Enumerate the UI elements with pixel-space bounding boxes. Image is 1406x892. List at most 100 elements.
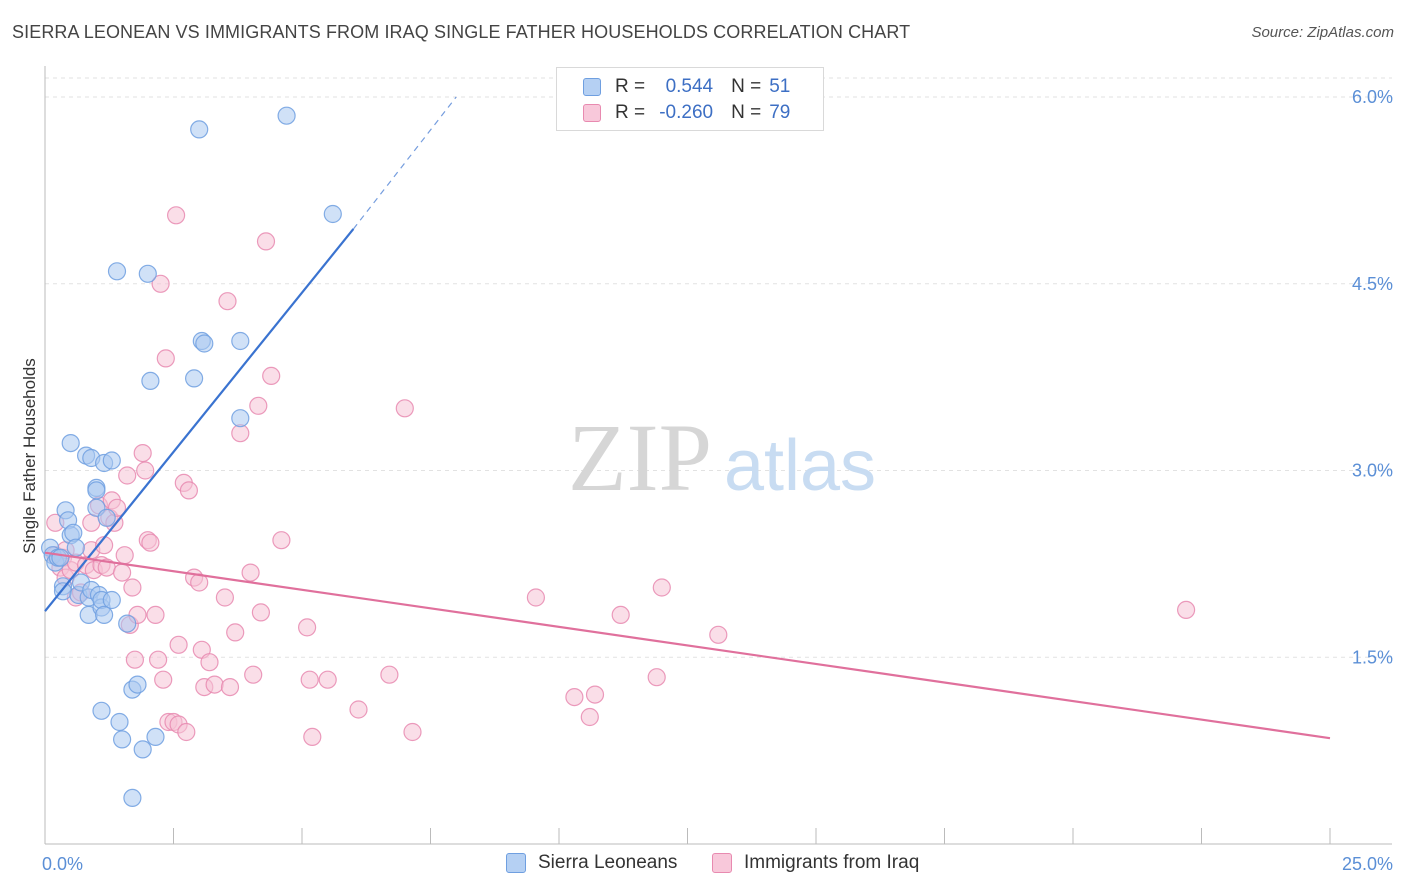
point-immigrant-iraq: [218, 292, 237, 311]
legend-r-label: R =: [615, 102, 646, 123]
x-tick-label: 0.0%: [42, 854, 83, 874]
legend-item-immigrants-iraq: Immigrants from Iraq: [712, 852, 919, 874]
point-sierra-leonean: [195, 334, 214, 353]
legend-r-label: R =: [615, 76, 646, 97]
trend-line-sierra-leoneans: [44, 228, 355, 612]
legend-swatch-pink: [583, 104, 601, 122]
point-sierra-leonean: [94, 605, 114, 625]
point-immigrant-iraq: [133, 444, 152, 463]
point-sierra-leonean: [185, 369, 204, 388]
point-immigrant-iraq: [303, 727, 322, 747]
legend-swatch-pink: [712, 853, 732, 873]
point-immigrant-iraq: [149, 650, 168, 669]
trend-line-extension: [352, 96, 457, 230]
point-immigrant-iraq: [249, 396, 268, 415]
point-sierra-leonean: [231, 331, 250, 351]
point-immigrant-iraq: [112, 563, 132, 582]
point-immigrant-iraq: [403, 722, 422, 742]
point-immigrant-iraq: [169, 635, 188, 654]
point-sierra-leonean: [118, 614, 137, 633]
point-immigrant-iraq: [1176, 600, 1196, 620]
point-sierra-leonean: [112, 730, 132, 749]
legend-n-value: 51: [769, 76, 791, 97]
point-sierra-leonean: [190, 120, 209, 139]
legend-n-label: N =: [731, 76, 762, 97]
point-immigrant-iraq: [125, 650, 144, 669]
watermark: ZIP atlas: [568, 404, 876, 511]
point-immigrant-iraq: [200, 653, 219, 672]
legend-n-label: N =: [731, 102, 762, 123]
x-tick-label: 25.0%: [1342, 854, 1393, 874]
point-immigrant-iraq: [167, 206, 186, 225]
point-immigrant-iraq: [647, 668, 666, 687]
point-immigrant-iraq: [118, 466, 137, 485]
point-immigrant-iraq: [395, 399, 414, 418]
point-sierra-leonean: [277, 106, 296, 125]
y-tick-label: 4.5%: [1352, 274, 1393, 294]
legend-label: Sierra Leoneans: [538, 852, 678, 873]
point-immigrant-iraq: [349, 700, 368, 719]
point-sierra-leonean: [102, 590, 121, 610]
point-immigrant-iraq: [585, 685, 605, 704]
legend-swatch-blue: [506, 853, 526, 873]
point-immigrant-iraq: [652, 578, 671, 597]
legend-n-value: 79: [769, 102, 791, 123]
point-immigrant-iraq: [300, 670, 319, 689]
chart-source: Source: ZipAtlas.com: [1251, 24, 1394, 41]
watermark-atlas: atlas: [724, 426, 876, 506]
point-immigrant-iraq: [611, 605, 630, 625]
point-immigrant-iraq: [580, 707, 599, 727]
y-tick-label: 1.5%: [1352, 647, 1393, 667]
point-sierra-leonean: [146, 727, 165, 747]
point-immigrant-iraq: [115, 546, 134, 565]
point-immigrant-iraq: [205, 675, 224, 694]
point-sierra-leonean: [231, 409, 250, 428]
point-immigrant-iraq: [380, 665, 399, 684]
y-tick-label: 6.0%: [1352, 87, 1393, 107]
point-immigrant-iraq: [177, 722, 196, 742]
point-immigrant-iraq: [565, 687, 584, 707]
legend-row-sierra-leoneans: R = 0.544 N = 51: [583, 75, 790, 99]
legend-label: Immigrants from Iraq: [744, 852, 920, 873]
point-sierra-leonean: [97, 508, 116, 527]
legend-r-value: 0.544: [665, 76, 714, 97]
chart-title: SIERRA LEONEAN VS IMMIGRANTS FROM IRAQ S…: [12, 22, 911, 42]
point-immigrant-iraq: [298, 618, 317, 637]
point-sierra-leonean: [87, 481, 106, 500]
y-axis-label: Single Father Households: [20, 358, 39, 554]
point-sierra-leonean: [138, 264, 157, 283]
legend-r-value: -0.260: [659, 102, 714, 123]
point-sierra-leonean: [102, 451, 121, 470]
point-sierra-leonean: [323, 204, 342, 224]
trend-lines: [44, 96, 1331, 740]
point-sierra-leonean: [123, 788, 142, 808]
point-sierra-leonean: [110, 712, 129, 732]
point-sierra-leonean: [92, 701, 111, 720]
series-legend: Sierra Leoneans Immigrants from Iraq: [0, 852, 1406, 878]
point-sierra-leonean: [51, 548, 70, 567]
point-sierra-leonean: [61, 434, 80, 453]
data-points: [40, 106, 1196, 808]
point-immigrant-iraq: [318, 670, 337, 689]
axes: [44, 66, 1392, 845]
point-immigrant-iraq: [251, 603, 270, 622]
point-immigrant-iraq: [256, 232, 276, 251]
point-immigrant-iraq: [146, 605, 165, 625]
point-sierra-leonean: [133, 740, 152, 759]
legend-swatch-blue: [583, 78, 601, 96]
point-sierra-leonean: [64, 523, 83, 542]
point-sierra-leonean: [141, 371, 160, 390]
y-tick-label: 3.0%: [1352, 461, 1393, 481]
point-immigrant-iraq: [241, 563, 260, 582]
point-immigrant-iraq: [136, 461, 155, 480]
legend-item-sierra-leoneans: Sierra Leoneans: [506, 852, 677, 874]
point-sierra-leonean: [66, 538, 85, 557]
point-immigrant-iraq: [272, 531, 291, 550]
point-sierra-leonean: [107, 262, 127, 281]
point-immigrant-iraq: [151, 274, 170, 293]
point-immigrant-iraq: [709, 625, 728, 644]
point-sierra-leonean: [128, 675, 147, 694]
point-immigrant-iraq: [156, 349, 175, 368]
point-immigrant-iraq: [141, 533, 160, 552]
